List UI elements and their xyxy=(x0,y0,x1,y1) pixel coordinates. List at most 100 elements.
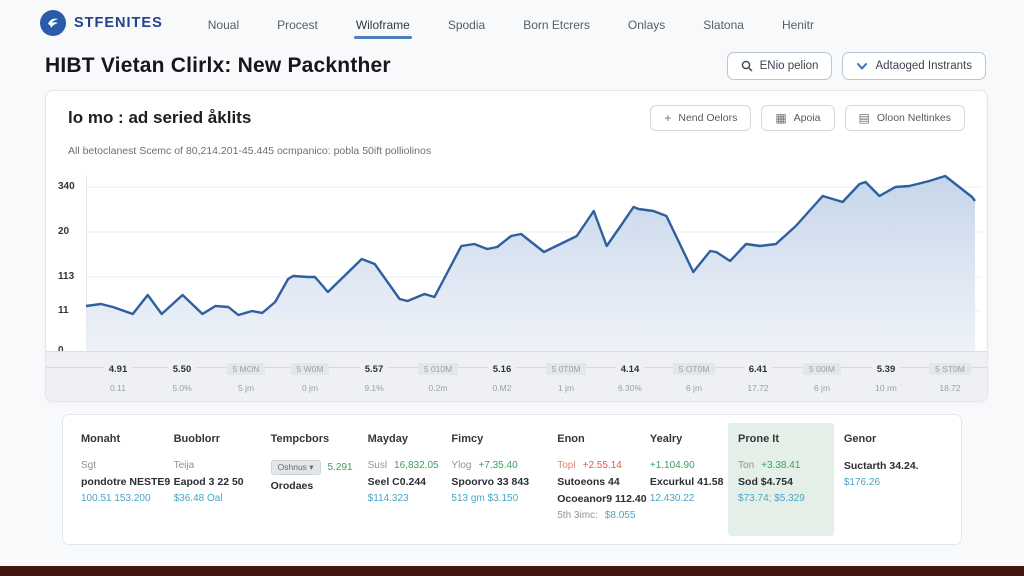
table-cell-line: Eapod 3 22 50 xyxy=(174,476,251,488)
table-cell-line: Ocoeanor9 112.40 xyxy=(557,493,646,505)
table-cell-line: Sod $4.754 xyxy=(738,476,824,488)
column-header: Genor xyxy=(843,433,877,445)
x-tick-sublabel: 0 jm xyxy=(301,383,319,393)
chart-area: 340 20 113 11 0 xyxy=(46,159,987,356)
search-button-label: ENio pelion xyxy=(759,60,819,72)
x-tick-label: 5.39 xyxy=(871,364,901,375)
nav-items: Noual Procest Wiloframe Spodia Born Etcrers O… xyxy=(189,4,833,43)
oloon-neltinkes-button[interactable]: ▤ Oloon Neltinkes xyxy=(844,105,965,131)
line-chart[interactable] xyxy=(86,165,982,351)
y-axis-label: 340 xyxy=(58,181,75,192)
button-label: Apoia xyxy=(793,112,821,124)
cell-text: Spoorvo 33 843 xyxy=(451,476,530,488)
cell-text: Ocoeanor9 112.40 xyxy=(557,493,647,505)
table-column-buoblorr: Buoblorr Teija Eapod 3 22 50 $36.48 Oal xyxy=(164,423,261,536)
x-tick-sublabel: 1 jm xyxy=(557,383,575,393)
nend-oelors-button[interactable]: + Nend Oelors xyxy=(650,105,752,131)
nav-item-noual[interactable]: Noual xyxy=(207,17,240,32)
cell-link-value[interactable]: $114.323 xyxy=(367,493,409,504)
cell-link-value[interactable]: 12.430.22 xyxy=(649,493,695,504)
advanced-button[interactable]: Adtaoged Instrants xyxy=(842,52,986,80)
cell-text: +2.55.14 xyxy=(582,460,622,471)
cell-link-value[interactable]: $73.74; $5.329 xyxy=(738,493,805,504)
brand[interactable]: STFENITES xyxy=(40,10,163,36)
cell-text: Sod $4.754 xyxy=(738,476,793,488)
column-header: Buoblorr xyxy=(173,433,221,445)
card-buttons: + Nend Oelors ▦ Apoia ▤ Oloon Neltinkes xyxy=(650,105,965,131)
column-header: Fimcy xyxy=(451,433,484,445)
y-axis-label: 11 xyxy=(58,305,69,316)
nav-item-henitr[interactable]: Henitr xyxy=(781,17,814,32)
page-header: HIBT Vietan Clirlx: New Packnther ENio p… xyxy=(0,46,1024,90)
nav-item-wiloframe[interactable]: Wiloframe xyxy=(353,4,412,43)
table-column-yealry: Yealry +1.104.90 Excurkul 41.58 12.430.22 xyxy=(640,423,728,536)
x-axis-tick: 5 W0M 0 jm xyxy=(278,359,342,393)
cell-text: Eapod 3 22 50 xyxy=(173,476,244,488)
x-tick-sublabel: 0.11 xyxy=(110,383,126,393)
x-tick-sublabel: 10 rm xyxy=(875,383,897,393)
cell-link-value[interactable]: 513 gm $3.150 xyxy=(451,493,519,504)
x-tick-label: 5 ST0M xyxy=(929,363,971,375)
apoia-button[interactable]: ▦ Apoia xyxy=(761,105,835,131)
x-tick-label: 5.50 xyxy=(167,364,197,375)
nav-item-procest[interactable]: Procest xyxy=(277,17,318,32)
top-navigation: STFENITES Noual Procest Wiloframe Spodia Bor… xyxy=(0,0,1024,46)
table-cell-line: $36.48 Oal xyxy=(174,493,251,504)
table-column-monaht: Monaht Sgt pondotre NESTE9 100.51 153.200 xyxy=(71,423,170,536)
y-axis-label: 20 xyxy=(58,226,70,237)
x-axis-tick: 5 OT0M 6 jm xyxy=(662,359,726,393)
cell-link-value[interactable]: 100.51 153.200 xyxy=(81,493,151,504)
x-tick-label: 5.16 xyxy=(487,364,517,375)
table-cell-line: Sgt xyxy=(81,460,154,471)
x-tick-label: 5 00IM xyxy=(803,363,841,375)
x-tick-sublabel: 6 jm xyxy=(685,383,703,393)
x-tick-sublabel: 0.M2 xyxy=(492,383,512,393)
table-cell-line: Sutoeons 44 xyxy=(557,476,630,488)
x-tick-sublabel: 18.72 xyxy=(939,383,961,393)
column-header: Monaht xyxy=(81,433,121,445)
x-axis-tick: 5 00IM 6 jm xyxy=(790,359,854,393)
x-axis-tick: 5.16 0.M2 xyxy=(470,359,534,393)
nav-item-spodia[interactable]: Spodia xyxy=(447,17,486,32)
table-cell-line: Ton +3.38.41 xyxy=(738,460,824,471)
x-axis: 4.91 0.11 5.50 5.0% 5 MON 5 jm 5 W0M 0 jm 5.57 9.… xyxy=(46,351,987,401)
cell-text: Ylog xyxy=(451,460,472,471)
cell-link-value[interactable]: $36.48 Oal xyxy=(173,493,223,504)
cell-text: +7.35.40 xyxy=(478,460,518,471)
search-icon xyxy=(741,60,753,72)
nav-item-onlays[interactable]: Onlays xyxy=(627,17,666,32)
x-tick-label: 4.91 xyxy=(103,364,133,375)
cell-link-value[interactable]: $8.055 xyxy=(604,510,636,521)
x-tick-label: 4.14 xyxy=(615,364,645,375)
search-button[interactable]: ENio pelion xyxy=(726,52,833,80)
brand-name: STFENITES xyxy=(74,15,163,31)
x-tick-label: 5 OT0M xyxy=(672,363,716,375)
x-tick-label: 5 0T0M xyxy=(545,363,587,375)
table-cell-line: Orodaes xyxy=(271,480,348,492)
x-axis-tick: 5 0T0M 1 jm xyxy=(534,359,598,393)
column-header: Prone It xyxy=(738,433,779,445)
table-column-genor: Genor Suctarth 34.24. $176.26 xyxy=(834,423,931,536)
x-tick-label: 5 W0M xyxy=(290,363,330,375)
x-axis-tick: 5 010M 0.2m xyxy=(406,359,470,393)
column-header: Yealry xyxy=(649,433,683,445)
cell-link-value[interactable]: $176.26 xyxy=(843,477,881,488)
table-cell-line: Ylog +7.35.40 xyxy=(451,460,537,471)
cell-text: Excurkul 41.58 xyxy=(649,476,724,488)
nav-item-slatona[interactable]: Slatona xyxy=(703,17,744,32)
table-cell-line: Oshnus ▾ 5.291 xyxy=(270,460,353,475)
summary-table: Monaht Sgt pondotre NESTE9 100.51 153.200 Bu… xyxy=(62,414,962,545)
footer-bar xyxy=(0,566,1024,576)
archive-icon: ▤ xyxy=(858,111,870,125)
chart-card: lo mo : ad seried åklits + Nend Oelors ▦ Ap… xyxy=(45,90,988,402)
table-column-fimcy: Fimcy Ylog +7.35.40 Spoorvo 33 843 513 gm $3… xyxy=(441,423,547,536)
cell-text: pondotre NESTE9 xyxy=(81,476,171,488)
x-axis-tick: 5.50 5.0% xyxy=(150,359,214,393)
x-axis-tick: 5.39 10 rm xyxy=(854,359,918,393)
cell-dropdown-badge[interactable]: Oshnus ▾ xyxy=(270,460,321,475)
nav-item-born-etcrers[interactable]: Born Etcrers xyxy=(523,17,590,32)
table-cell-line: Topl +2.55.14 xyxy=(557,460,630,471)
table-cell-line: +1.104.90 xyxy=(650,460,718,471)
table-cell-line: Spoorvo 33 843 xyxy=(451,476,537,488)
y-axis-label: 0 xyxy=(58,345,64,356)
